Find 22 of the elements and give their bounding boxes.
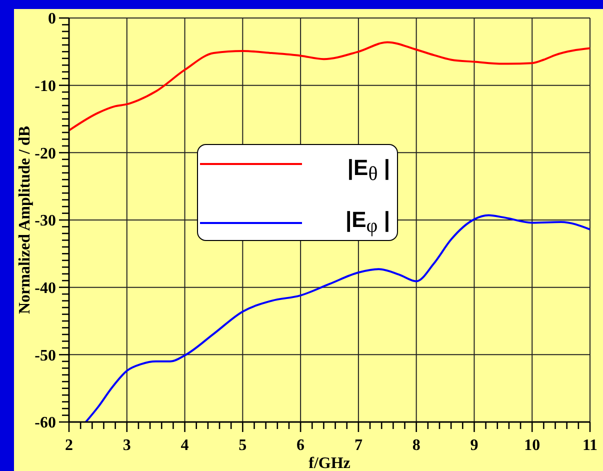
y-tick-label: -10	[34, 78, 56, 95]
line-series	[69, 41, 590, 132]
x-tick-label: 3	[122, 437, 131, 454]
x-tick-label: 8	[412, 437, 420, 454]
x-tick-label: 6	[296, 437, 305, 454]
x-tick-label: 5	[238, 437, 247, 454]
x-tick-label: 4	[180, 437, 189, 454]
x-tick-label: 9	[470, 437, 478, 454]
y-tick-label: -40	[34, 280, 56, 297]
x-tick-label: 7	[354, 437, 362, 454]
y-tick-label: -30	[34, 212, 56, 230]
y-tick-label: 0	[48, 10, 56, 28]
y-tick-label: -60	[34, 414, 56, 432]
x-axis-title: f/GHz	[308, 455, 350, 471]
legend-label: |E$_{θ}$ |	[347, 154, 390, 185]
y-tick-label: -50	[34, 347, 56, 364]
legend-label: |E$_{φ}$ |	[345, 206, 390, 237]
y-axis-title: Normalized Amplitude / dB	[16, 126, 34, 314]
x-tick-label: 10	[524, 437, 540, 454]
y-tick-label: -20	[34, 145, 56, 162]
x-tick-label: 2	[65, 437, 73, 454]
x-tick-label: 11	[582, 437, 598, 454]
